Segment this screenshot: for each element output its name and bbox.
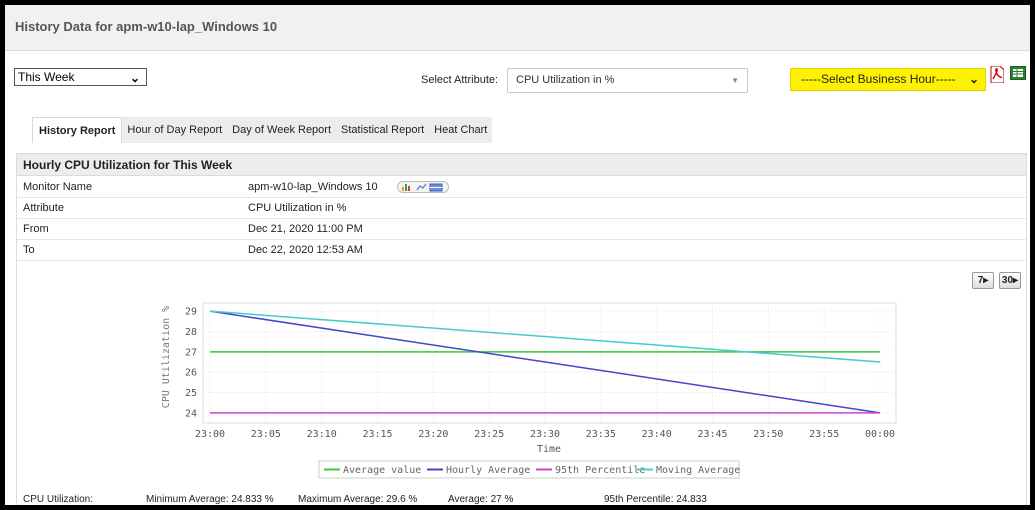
info-row-from: From Dec 21, 2020 11:00 PM [17,219,1026,240]
zoom-30-days-button[interactable]: 30▸ [999,272,1021,289]
x-tick-label: 23:10 [307,429,337,440]
page-title: History Data for apm-w10-lap_Windows 10 [15,19,278,34]
chevron-down-icon: ⌄ [129,71,140,85]
business-hour-select[interactable]: -----Select Business Hour----- ⌄ [790,68,986,91]
stats-95th-percentile: 95th Percentile: 24.833 [604,494,707,505]
period-select[interactable]: This Week ⌄ [14,68,147,86]
chart-legend: Average value Hourly Average 95th Percenti… [324,465,740,476]
legend-label: Average value [343,465,421,476]
legend-label: Moving Average [656,465,740,476]
tab-hour-of-day-report[interactable]: Hour of Day Report [122,117,228,143]
stats-min-average: Minimum Average: 24.833 % [146,494,274,505]
legend-label: Hourly Average [446,465,530,476]
stats-average: Average: 27 % [448,494,514,505]
x-tick-label: 23:50 [753,429,783,440]
info-label: Attribute [23,202,64,214]
y-tick-label: 24 [185,408,197,419]
x-tick-label: 23:55 [809,429,839,440]
report-tabs: History Report Hour of Day Report Day of… [32,117,493,143]
info-value: Dec 22, 2020 12:53 AM [248,244,363,256]
y-tick-label: 28 [185,327,197,338]
series-line [209,310,881,414]
zoom-7-days-button[interactable]: 7▸ [972,272,994,289]
chevron-down-icon: ⌄ [968,72,979,86]
title-bar: History Data for apm-w10-lap_Windows 10 [5,5,1030,51]
info-label: To [23,244,35,256]
info-value: apm-w10-lap_Windows 10 [248,181,378,193]
y-tick-label: 26 [185,368,197,379]
attribute-select-value: CPU Utilization in % [516,74,615,86]
y-tick-label: 25 [185,388,197,399]
tab-heat-chart[interactable]: Heat Chart [429,117,493,143]
caret-down-icon: ▼ [731,76,739,85]
x-axis-label: Time [537,444,561,455]
info-value: Dec 21, 2020 11:00 PM [248,223,363,235]
info-label: Monitor Name [23,181,93,193]
stats-max-average: Maximum Average: 29.6 % [298,494,418,505]
x-tick-label: 23:40 [642,429,672,440]
zoom-7-label: 7 [977,275,984,286]
x-tick-label: 00:00 [865,429,895,440]
history-window: History Data for apm-w10-lap_Windows 10 … [5,5,1030,505]
info-label: From [23,223,49,235]
report-panel: Hourly CPU Utilization for This Week Mon… [16,153,1027,505]
report-title: Hourly CPU Utilization for This Week [17,154,1026,176]
excel-export-icon[interactable] [1010,66,1026,80]
y-tick-label: 29 [185,307,197,318]
x-tick-label: 23:15 [362,429,392,440]
zoom-30-label: 30 [1001,275,1014,286]
series-line [209,310,881,363]
x-axis: 23:00 23:05 23:10 23:15 23:20 23:25 23:30 23:35… [195,429,895,440]
x-tick-label: 23:00 [195,429,225,440]
stats-row: CPU Utilization: Minimum Average: 24.833… [17,492,1026,505]
tab-history-report[interactable]: History Report [32,117,123,143]
period-select-value: This Week [18,70,75,84]
x-tick-label: 23:20 [418,429,448,440]
info-row-attribute: Attribute CPU Utilization in % [17,198,1026,219]
info-row-to: To Dec 22, 2020 12:53 AM [17,240,1026,261]
attribute-select[interactable]: CPU Utilization in % ▼ [507,68,748,93]
tab-day-of-week-report[interactable]: Day of Week Report [227,117,337,143]
business-hour-select-value: -----Select Business Hour----- [801,72,956,86]
y-tick-label: 27 [185,347,197,358]
attribute-label: Select Attribute: [421,74,499,86]
legend-label: 95th Percentile [555,465,645,476]
info-row-monitor-name: Monitor Name apm-w10-lap_Windows 10 [17,177,1026,198]
series-lines [209,310,881,414]
x-tick-label: 23:45 [697,429,727,440]
monitor-views-icon[interactable] [397,181,449,193]
pdf-export-icon[interactable] [990,66,1004,83]
x-tick-label: 23:05 [251,429,281,440]
x-tick-label: 23:35 [586,429,616,440]
y-axis-label: CPU Utilization % [161,306,172,408]
tab-statistical-report[interactable]: Statistical Report [336,117,430,143]
x-tick-label: 23:30 [530,429,560,440]
x-tick-label: 23:25 [474,429,504,440]
info-value: CPU Utilization in % [248,202,347,214]
y-axis: 24 25 26 27 28 29 [185,307,197,420]
legend-box [318,460,740,479]
stats-label: CPU Utilization: [23,494,94,505]
